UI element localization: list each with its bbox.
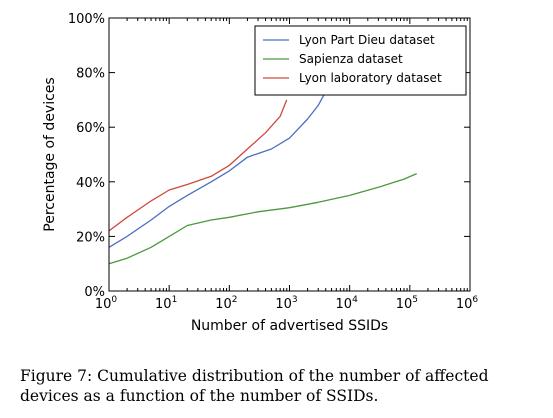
x-tick-label: 103 [275,295,297,312]
y-tick-label: 100% [68,12,105,27]
series-line-3 [108,99,288,232]
legend-box [254,25,467,96]
x-tick-label: 100 [95,295,118,312]
chart: 100 101 102 103 104 105 1060%20%40%60%80%100% … [42,12,479,334]
y-tick-label: 20% [76,230,105,245]
legend-entries: Lyon Part Dieu dataset Sapienza dataset Ly… [263,33,442,85]
legend-label-1: Lyon Part Dieu dataset [299,33,435,47]
series-line-2 [108,173,417,265]
series-layer [108,91,417,265]
x-tick-label: 101 [155,295,177,312]
x-tick-label: 106 [456,295,479,312]
tick-layer: 100 101 102 103 104 105 106 0% 20% 40% 60% 80% 100% [68,12,479,312]
legend-label-3: Lyon laboratory dataset [299,71,442,85]
y-tick-label: 0% [84,285,105,300]
y-tick-label: 60% [76,121,105,136]
x-tick-label: 102 [215,295,237,312]
legend: Lyon Part Dieu dataset Sapienza dataset Ly… [254,25,467,96]
y-tick-label: 40% [76,176,105,191]
x-axis-label: Number of advertised SSIDs [191,318,388,334]
x-tick-label: 104 [336,295,359,312]
y-axis-label: Percentage of devices [42,77,58,231]
x-tick-label: 105 [396,295,418,312]
y-tick-label: 80% [76,67,105,82]
figure-caption: Figure 7: Cumulative distribution of the… [20,367,489,405]
legend-label-2: Sapienza dataset [299,52,403,66]
series-line-1 [108,91,327,248]
